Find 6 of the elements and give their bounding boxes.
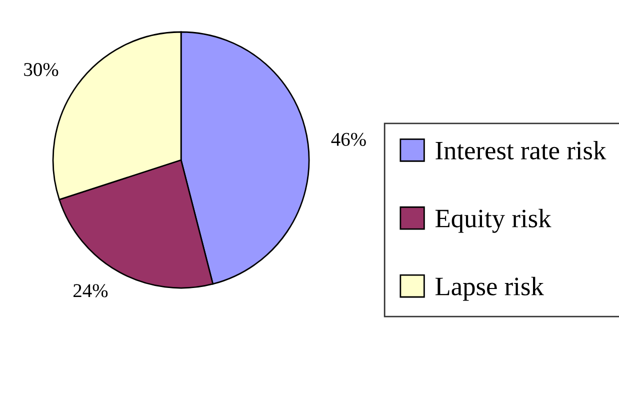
- data-label: 24%: [74, 284, 108, 298]
- data-label: 30%: [24, 62, 58, 76]
- legend-label: Interest rate risk: [436, 140, 606, 160]
- legend-label: Equity risk: [435, 208, 552, 233]
- data-label: 46%: [331, 132, 366, 146]
- legend-label: Lapse risk: [435, 276, 544, 301]
